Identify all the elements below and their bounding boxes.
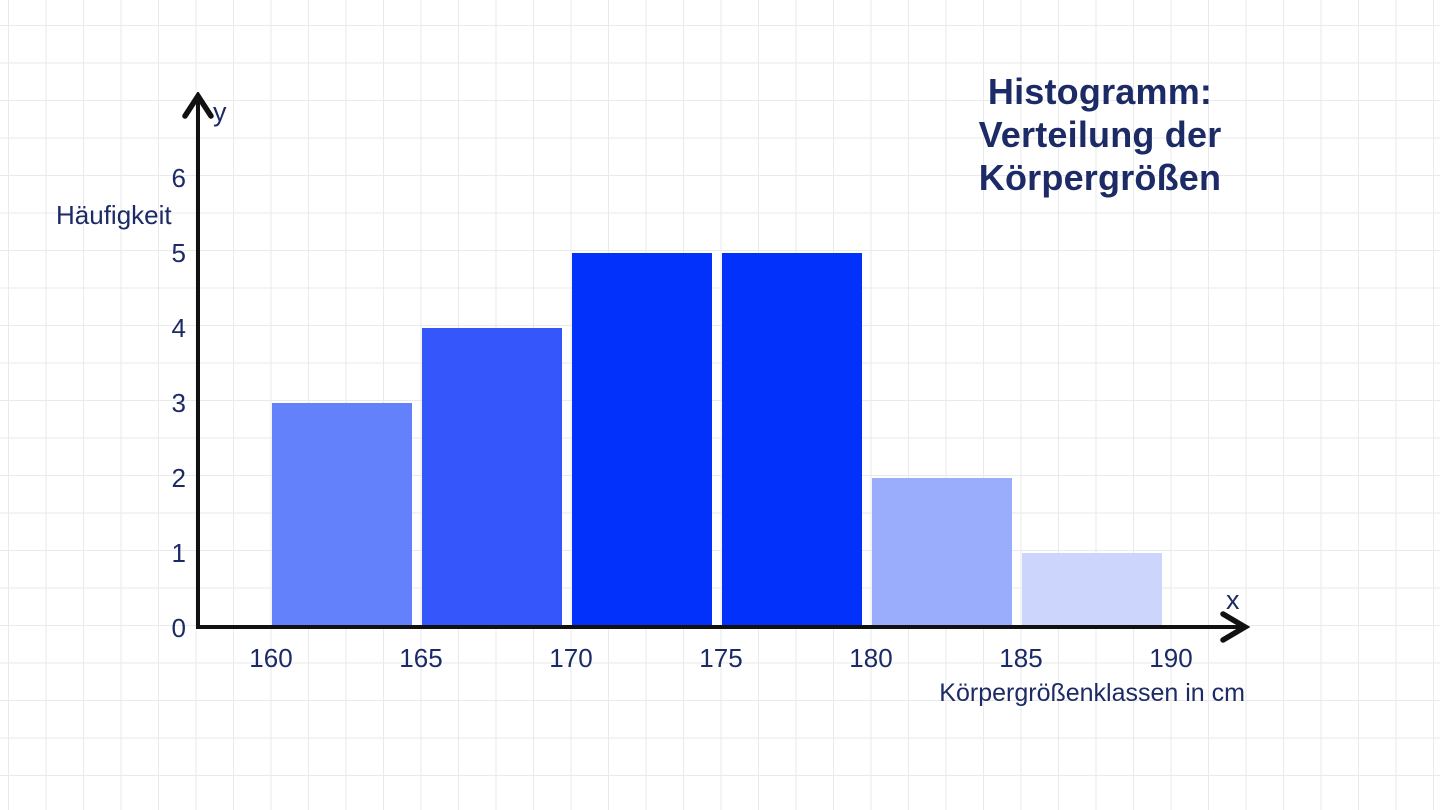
chart-title-line-1: Histogramm: [987,71,1213,112]
y-axis-tick-label-0: 0 [171,613,186,643]
y-axis-tick-label-4: 4 [171,313,186,343]
chart-title: Histogramm: Verteilung der Körpergrößen [945,70,1255,199]
y-axis-tick-label-2: 2 [171,463,186,493]
x-axis-tick-label-175: 175 [699,643,743,673]
histogram-bar-160-165 [272,403,412,625]
chart-title-line-3: Körpergrößen [978,157,1222,198]
x-axis-tick-label-165: 165 [399,643,443,673]
y-axis-tick-label-5: 5 [171,238,186,268]
x-axis-line [196,625,1244,629]
x-axis-tick-label-185: 185 [999,643,1043,673]
y-axis-tick-label-6: 6 [171,163,186,193]
histogram-bar-170-175 [572,253,712,625]
x-axis-tick-label-180: 180 [849,643,893,673]
x-axis-tick-label-190: 190 [1149,643,1193,673]
x-axis-arrow-icon [1220,611,1250,643]
histogram-bar-165-170 [422,328,562,625]
y-axis-tick-label-3: 3 [171,388,186,418]
histogram-bar-180-185 [872,478,1012,625]
y-axis-title: Häufigkeit [56,200,172,230]
y-axis-arrow-icon [182,92,214,119]
x-axis-tick-label-160: 160 [249,643,293,673]
x-axis-tick-label-170: 170 [549,643,593,673]
y-axis-line [196,100,200,629]
histogram-bar-175-180 [722,253,862,625]
y-axis-tick-label-1: 1 [171,538,186,568]
x-axis-title: Körpergrößenklassen in cm [939,679,1245,707]
histogram-bar-185-190 [1022,553,1162,625]
x-axis-letter: x [1226,585,1240,615]
chart-title-line-2: Verteilung der [978,114,1222,155]
y-axis-letter: y [213,97,227,127]
